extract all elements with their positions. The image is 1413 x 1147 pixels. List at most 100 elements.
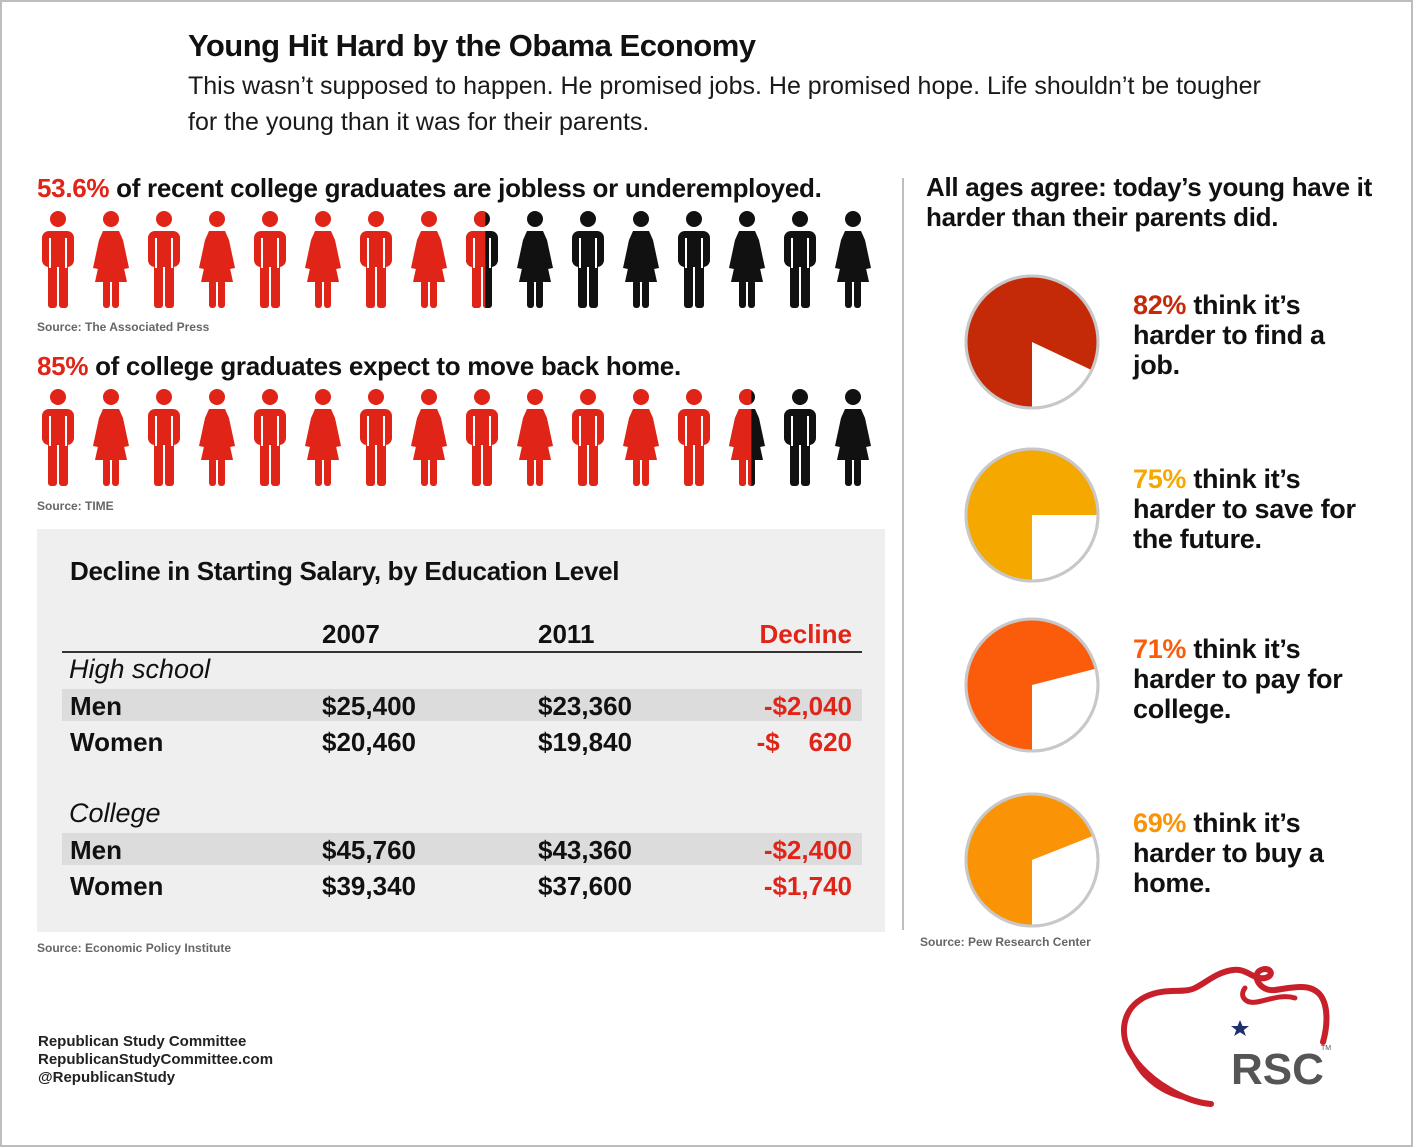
column-divider [902, 178, 904, 930]
pie-percent: 69% [1133, 808, 1187, 838]
table-cell: $45,760 [322, 835, 416, 865]
pie-chart-save-future [964, 447, 1100, 583]
stat-move-home-text: of college graduates expect to move back… [88, 351, 681, 381]
woman-figure-icon [199, 389, 235, 486]
source-economic-policy-institute: Source: Economic Policy Institute [37, 941, 232, 955]
man-figure-icon [42, 389, 74, 486]
man-figure-icon [572, 389, 604, 486]
table-header-rule [62, 651, 862, 653]
footer-credits: Republican Study Committee RepublicanStu… [38, 1033, 273, 1087]
source-time: Source: TIME [37, 499, 114, 513]
man-figure-icon [148, 211, 180, 308]
table-cell-decline: -$1,740 [763, 871, 852, 901]
woman-figure-icon [411, 389, 447, 486]
pie-chart-find-job [964, 274, 1100, 410]
pictograph-jobless [42, 211, 871, 308]
man-figure-icon [42, 211, 74, 308]
pie-percent: 82% [1133, 290, 1187, 320]
pie-filled-slice [966, 449, 1098, 581]
footer-twitter-handle[interactable]: @RepublicanStudy [38, 1069, 176, 1086]
table-cell: $25,400 [322, 691, 416, 721]
woman-figure-icon [93, 211, 129, 308]
woman-figure-icon [623, 389, 659, 486]
page-subtitle: This wasn’t supposed to happen. He promi… [188, 72, 1261, 136]
stat-move-home-percent: 85% [37, 351, 89, 381]
pie-label-pay-college: 71% think it’s harder to pay for college… [1133, 634, 1373, 724]
pictograph-move-home [42, 389, 871, 486]
man-figure-icon [784, 211, 816, 308]
table-cell: $43,360 [538, 835, 632, 865]
pie-percent: 75% [1133, 464, 1187, 494]
pie-chart-buy-home [964, 792, 1100, 928]
logo-trademark: TM [1321, 1045, 1331, 1052]
row-label: Women [70, 727, 164, 757]
table-cell-decline: -$2,040 [763, 691, 852, 721]
man-figure-icon [784, 389, 816, 486]
woman-figure-icon [517, 211, 553, 308]
man-figure-icon [254, 211, 286, 308]
table-cell: $20,460 [322, 727, 416, 757]
stat-jobless-percent: 53.6% [37, 173, 110, 203]
woman-figure-icon [517, 389, 553, 486]
woman-figure-icon [729, 389, 765, 486]
table-row-shade [62, 833, 862, 865]
table-row-shade [62, 689, 862, 721]
pew-heading: All ages agree: today’s young have it ha… [926, 172, 1372, 232]
pie-filled-slice [966, 794, 1094, 926]
footer-website[interactable]: RepublicanStudyCommittee.com [38, 1051, 274, 1068]
woman-figure-icon [305, 211, 341, 308]
pie-label-save-future: 75% think it’s harder to save for the fu… [1133, 464, 1373, 554]
pie-text: think it’s harder to pay for college. [1133, 634, 1343, 724]
group-label-college: College [69, 798, 161, 828]
footer-org-name: Republican Study Committee [38, 1033, 247, 1050]
woman-figure-icon [835, 211, 871, 308]
rsc-elephant-logo: RSC TM [1121, 966, 1331, 1107]
man-figure-icon [148, 389, 180, 486]
pie-chart-pay-college [964, 617, 1100, 753]
stat-jobless-text: of recent college graduates are jobless … [109, 173, 822, 203]
source-pew-research: Source: Pew Research Center [920, 935, 1091, 949]
pie-filled-slice [966, 276, 1098, 408]
woman-figure-icon [729, 211, 765, 308]
pie-filled-slice [966, 619, 1096, 751]
woman-figure-icon [835, 389, 871, 486]
pie-percent: 71% [1133, 634, 1187, 664]
man-figure-icon [466, 389, 498, 486]
man-figure-icon [360, 211, 392, 308]
pie-text: think it’s harder to save for the future… [1133, 464, 1356, 554]
page-title: Young Hit Hard by the Obama Economy [188, 28, 756, 63]
stat-move-home-heading: 85% of college graduates expect to move … [37, 351, 681, 382]
man-figure-icon [572, 211, 604, 308]
woman-figure-icon [199, 211, 235, 308]
column-header-2007: 2007 [322, 619, 380, 649]
table-cell: $39,340 [322, 871, 416, 901]
woman-figure-icon [623, 211, 659, 308]
row-label: Men [70, 691, 122, 721]
man-figure-icon [360, 389, 392, 486]
row-label: Men [70, 835, 122, 865]
column-header-2011: 2011 [538, 619, 595, 649]
table-cell: $37,600 [538, 871, 632, 901]
pie-text: think it’s harder to buy a home. [1133, 808, 1324, 898]
table-cell-decline: -$ 620 [756, 727, 852, 757]
woman-figure-icon [411, 211, 447, 308]
man-figure-icon [254, 389, 286, 486]
pie-text: think it’s harder to find a job. [1133, 290, 1325, 380]
woman-figure-icon [305, 389, 341, 486]
table-cell: $23,360 [538, 691, 632, 721]
stat-jobless-heading: 53.6% of recent college graduates are jo… [37, 173, 822, 204]
woman-figure-icon [93, 389, 129, 486]
source-associated-press: Source: The Associated Press [37, 320, 210, 334]
table-cell: $19,840 [538, 727, 632, 757]
group-label-high-school: High school [69, 654, 211, 684]
table-cell-decline: -$2,400 [763, 835, 852, 865]
logo-text: RSC [1231, 1045, 1324, 1094]
column-header-decline: Decline [759, 619, 853, 649]
pie-label-buy-home: 69% think it’s harder to buy a home. [1133, 808, 1373, 898]
man-figure-icon [678, 389, 710, 486]
row-label: Women [70, 871, 164, 901]
man-figure-icon [466, 211, 498, 308]
salary-table-title: Decline in Starting Salary, by Education… [70, 556, 620, 586]
man-figure-icon [678, 211, 710, 308]
